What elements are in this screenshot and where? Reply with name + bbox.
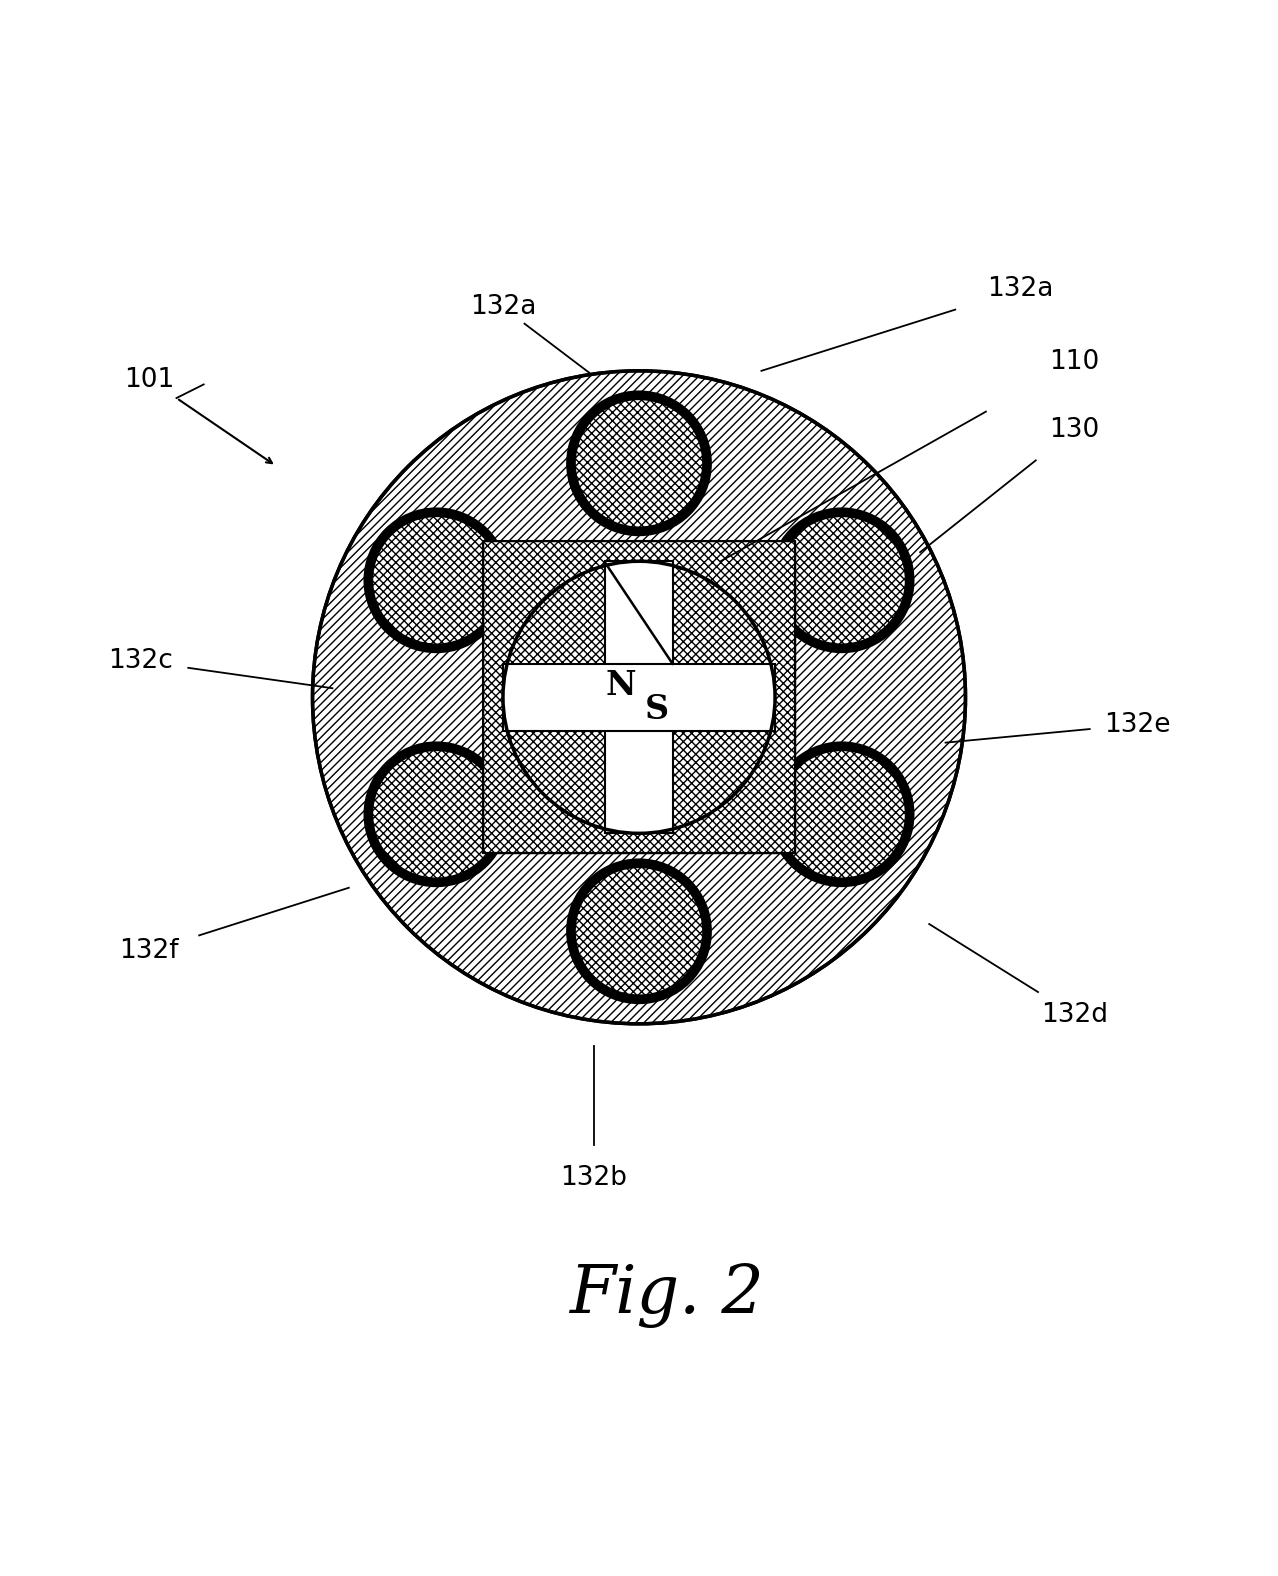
Text: 132d: 132d: [1040, 1002, 1108, 1028]
Circle shape: [504, 561, 774, 834]
Circle shape: [571, 396, 707, 531]
Text: 130: 130: [1049, 416, 1099, 443]
Text: Fig. 2: Fig. 2: [569, 1264, 763, 1329]
Text: S: S: [645, 692, 670, 725]
Polygon shape: [483, 541, 795, 853]
Text: 132a: 132a: [470, 295, 537, 320]
Polygon shape: [606, 561, 672, 834]
Circle shape: [773, 512, 910, 648]
Text: N: N: [606, 670, 636, 701]
Circle shape: [368, 512, 505, 648]
Text: 132e: 132e: [1104, 711, 1171, 738]
Polygon shape: [504, 663, 774, 731]
Circle shape: [571, 864, 707, 999]
Text: 132b: 132b: [560, 1165, 627, 1191]
Text: 132c: 132c: [107, 648, 173, 675]
Text: 110: 110: [1049, 348, 1099, 375]
Circle shape: [773, 747, 910, 883]
Text: 132a: 132a: [987, 276, 1053, 303]
Text: 132f: 132f: [119, 938, 179, 965]
Circle shape: [313, 370, 965, 1024]
Circle shape: [368, 747, 505, 883]
Text: 101: 101: [124, 367, 174, 392]
